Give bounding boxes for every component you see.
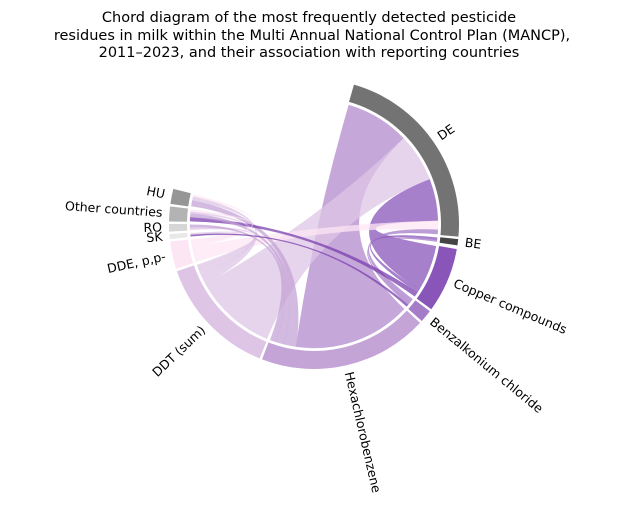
ribbon-other-hcb [189,213,291,345]
label-hcb: Hexachlorobenzene [342,370,385,494]
label-other: Other countries [65,198,163,220]
label-de: DE [434,121,457,143]
ribbon-ro-hcb [189,224,285,343]
arc-ro [169,224,188,232]
arc-other [169,206,188,222]
ribbon-hu-hcb [191,200,299,347]
label-ro: RO [143,219,162,234]
ribbon-other-dde [190,209,253,244]
ribbon-de-benzalkonium [367,229,439,304]
arc-dde [170,239,194,269]
chord-ribbons [189,104,439,349]
ribbon-sk-benzalkonium [190,233,409,307]
arc-de [349,84,460,237]
label-ddt: DDT (sum) [149,322,208,379]
label-sk: SK [146,229,164,245]
label-copper: Copper compounds [451,276,569,337]
label-dde: DDE, p,p- [106,249,167,277]
figure-title: Chord diagram of the most frequently det… [54,10,570,61]
label-be: BE [464,235,482,252]
arc-be [439,237,459,246]
ribbon-de-dde [191,220,439,263]
title-line-2: residues in milk within the Multi Annual… [54,28,570,44]
arc-sk [169,232,188,240]
arc-benzalkonium [408,300,430,322]
chord-arcs [169,84,460,370]
ribbon-sk-ddt [190,231,255,269]
arc-copper [416,246,457,310]
arc-hcb [262,310,421,370]
label-hu: HU [145,183,166,201]
arc-ddt [176,265,267,359]
arc-hu [170,188,191,207]
label-benzalkonium: Benzalkonium chloride [427,314,546,416]
title-line-1: Chord diagram of the most frequently det… [102,10,516,26]
title-line-3: 2011–2023, and their association with re… [99,45,520,61]
ribbon-be-benzalkonium [367,237,438,306]
